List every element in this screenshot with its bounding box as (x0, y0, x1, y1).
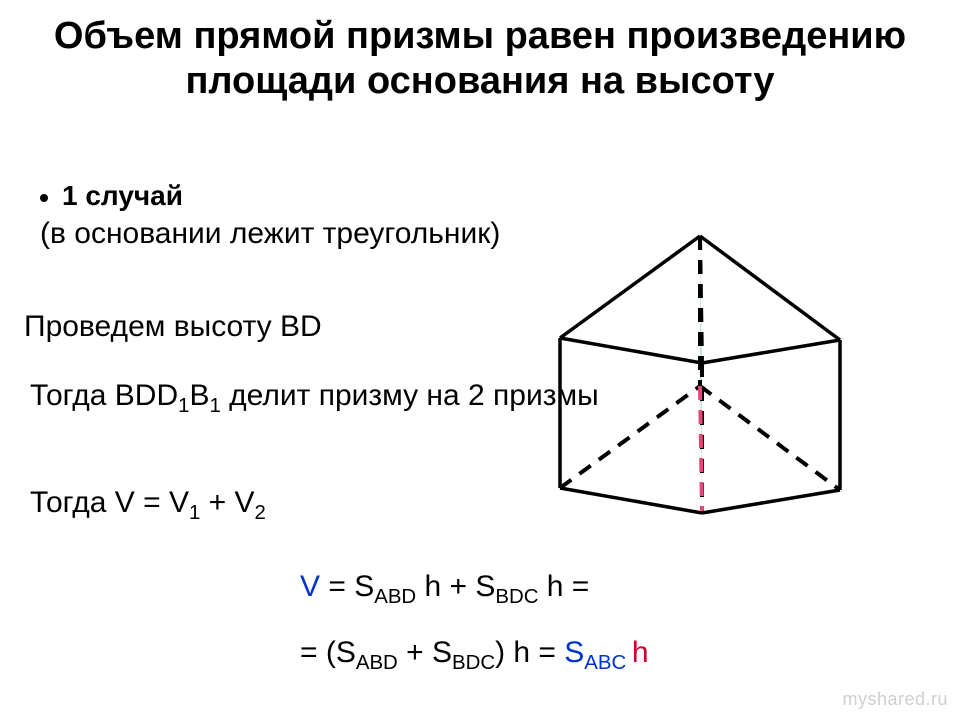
bullet-case-1: 1 случай (40, 180, 183, 212)
formula-line-2: = (SABD + SBDC) h = SABC h (300, 636, 649, 675)
watermark: myshared.ru (842, 689, 948, 710)
line-v-sum: Тогда V = V1 + V2 (30, 486, 266, 525)
paren-triangle: (в основании лежит треугольник) (40, 216, 500, 252)
formula-line-1: V = SABD h + SBDC h = (300, 570, 589, 609)
bullet-text: 1 случай (62, 180, 183, 211)
line-bdd-split: Тогда BDD1B1 делит призму на 2 призмы (30, 378, 599, 419)
slide-title: Объем прямой призмы равен произведению п… (0, 14, 960, 104)
line-draw-bd: Проведем высоту BD (24, 310, 322, 344)
prism-diagram (530, 218, 890, 528)
bullet-dot-icon (40, 194, 48, 202)
